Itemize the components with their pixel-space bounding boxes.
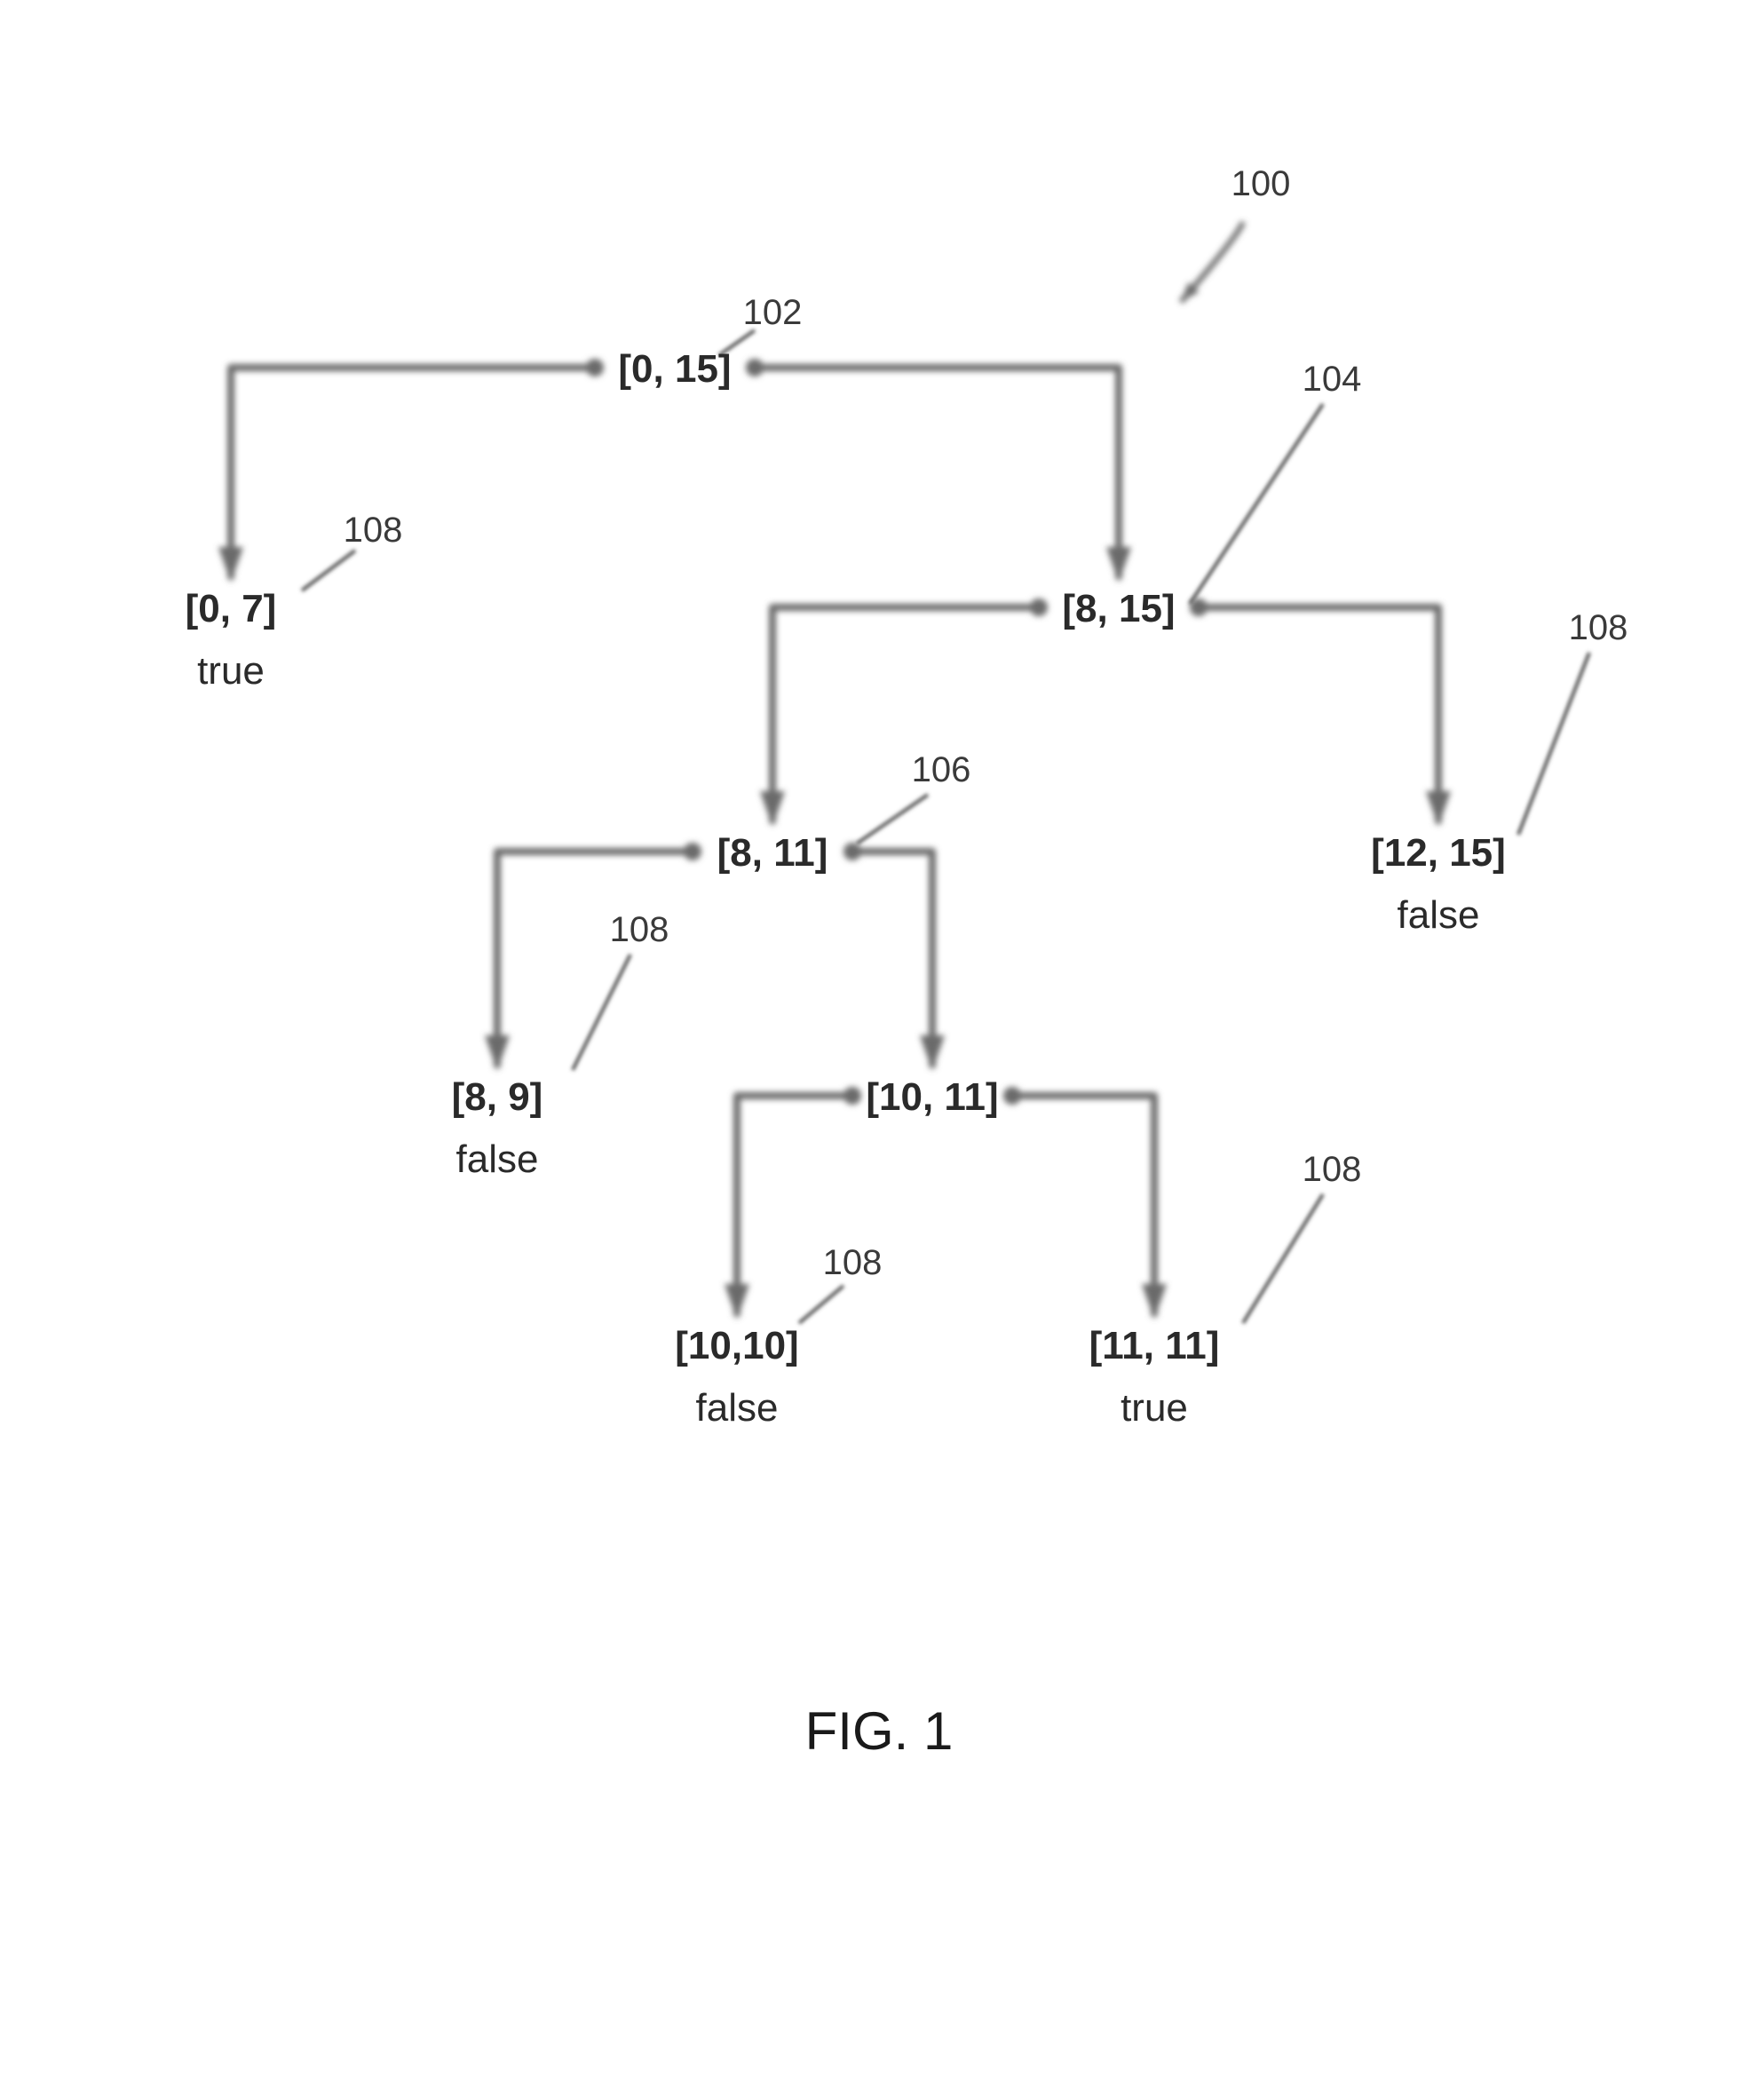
tree-node-status: true [1121,1386,1188,1430]
tree-node-status: false [456,1137,539,1181]
edges [218,359,1451,1319]
tree-edge [746,359,1131,582]
tree-node-label: [10,10] [675,1324,798,1367]
reference-number: 106 [912,750,971,789]
figure-reference-number: 100 [1231,164,1291,203]
tree-node-status: false [1398,893,1480,937]
tree-node-label: [0, 15] [618,347,731,391]
tree-edge [760,598,1048,827]
reference-number: 108 [344,511,403,550]
tree-diagram: [0, 15] [0, 7] true [8, 15] [8, 11] [12, 15] f… [0,0,1758,2100]
reference-number: 108 [823,1243,883,1282]
tree-node-label: [11, 11] [1089,1324,1220,1367]
tree-node-label: [12, 15] [1371,831,1506,875]
tree-node-label: [8, 9] [452,1075,543,1119]
tree-edge [1003,1087,1167,1319]
tree-node-label: [10, 11] [866,1075,998,1119]
tree-node-label: [8, 11] [717,831,828,875]
reference-number: 102 [743,293,803,332]
reference-number: 104 [1303,360,1362,399]
tree-node-status: true [197,649,265,693]
figure-caption: FIG. 1 [805,1701,954,1761]
tree-node-label: [0, 7] [186,587,277,630]
tree-edge [725,1087,861,1319]
figure-reference-arrow [1181,222,1243,302]
tree-edge [485,843,701,1071]
reference-number: 108 [1569,608,1628,647]
tree-edge [1190,598,1451,827]
reference-number: 108 [610,910,669,949]
tree-edge [843,843,945,1071]
tree-edge [218,359,604,582]
tree-node-label: [8, 15] [1062,587,1175,630]
reference-number: 108 [1303,1150,1362,1189]
tree-node-status: false [696,1386,779,1430]
